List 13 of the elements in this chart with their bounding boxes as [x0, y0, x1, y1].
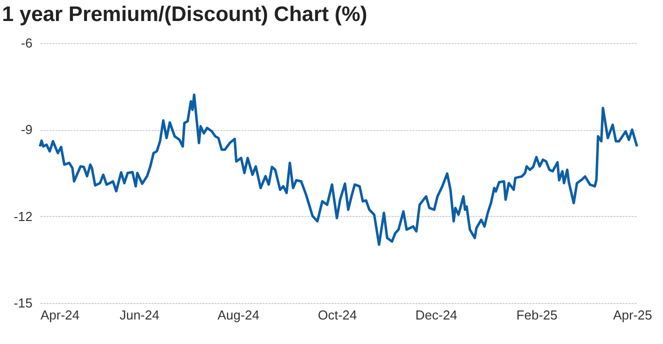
- chart-title: 1 year Premium/(Discount) Chart (%): [2, 3, 368, 26]
- y-tick-label: -6: [20, 36, 32, 50]
- x-tick-label: Aug-24: [217, 308, 260, 322]
- x-tick-label: Jun-24: [120, 308, 160, 322]
- x-tick-label: Dec-24: [415, 308, 458, 322]
- x-tick-label: Apr-25: [613, 308, 652, 322]
- y-tick-label: -9: [20, 122, 32, 138]
- x-tick-label: Oct-24: [318, 308, 357, 322]
- line-series: [38, 93, 638, 246]
- x-tick-label: Feb-25: [516, 308, 558, 322]
- x-tick-label: Apr-24: [40, 308, 80, 322]
- y-tick-label: -15: [14, 296, 32, 310]
- y-tick-label: -12: [14, 208, 32, 224]
